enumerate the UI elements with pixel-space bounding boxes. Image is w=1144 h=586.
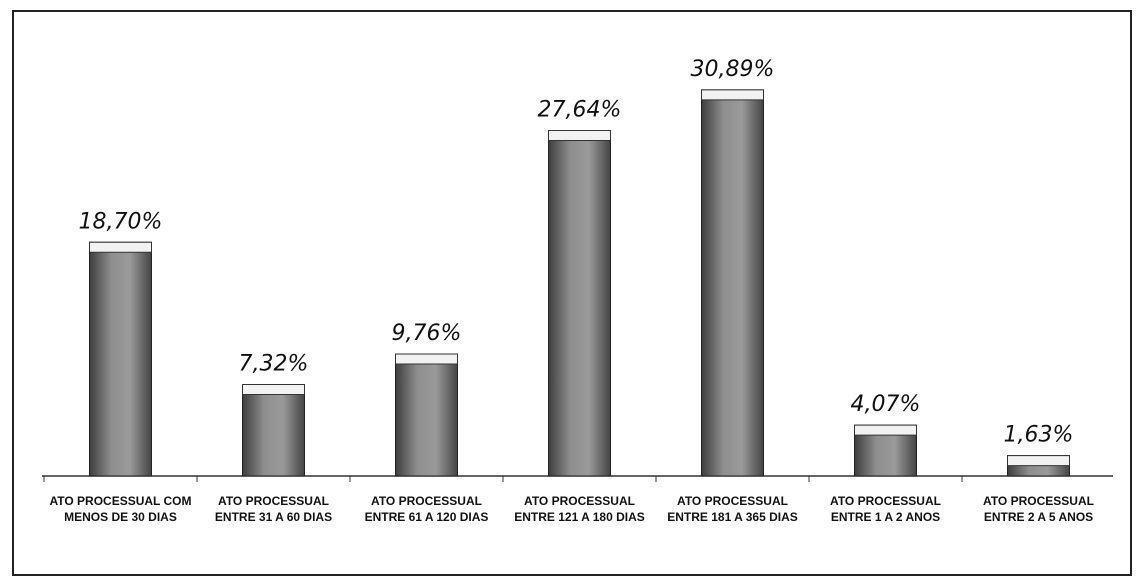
bar xyxy=(396,354,458,476)
x-tick-label: ATO PROCESSUAL COM MENOS DE 30 DIAS xyxy=(46,493,196,525)
page: {"chart_data": {"type": "bar", "categori… xyxy=(0,0,1144,586)
x-tick-label: ATO PROCESSUAL ENTRE 2 A 5 ANOS xyxy=(964,493,1114,525)
value-label: 9,76% xyxy=(392,321,462,346)
value-label: 27,64% xyxy=(538,98,622,123)
x-tick-label: ATO PROCESSUAL ENTRE 31 A 60 DIAS xyxy=(199,493,349,525)
bar-cap xyxy=(549,131,611,141)
bar xyxy=(243,385,305,477)
bar-cap xyxy=(243,385,305,395)
bar xyxy=(549,131,611,477)
x-tick-label: ATO PROCESSUAL ENTRE 121 A 180 DIAS xyxy=(505,493,655,525)
bar xyxy=(702,90,764,476)
x-tick-label: ATO PROCESSUAL ENTRE 1 A 2 ANOS xyxy=(811,493,961,525)
bar-cap xyxy=(396,354,458,364)
value-label: 18,70% xyxy=(79,209,163,234)
value-label: 30,89% xyxy=(691,57,775,82)
x-tick-label: ATO PROCESSUAL ENTRE 61 A 120 DIAS xyxy=(352,493,502,525)
bar-cap xyxy=(702,90,764,100)
bar-cap xyxy=(855,425,917,435)
value-label: 7,32% xyxy=(239,352,309,377)
value-label: 1,63% xyxy=(1004,423,1074,448)
bar-cap xyxy=(1008,456,1070,466)
bar xyxy=(90,242,152,476)
x-tick-label: ATO PROCESSUAL ENTRE 181 A 365 DIAS xyxy=(658,493,808,525)
value-label: 4,07% xyxy=(851,392,921,417)
bar-cap xyxy=(90,242,152,252)
